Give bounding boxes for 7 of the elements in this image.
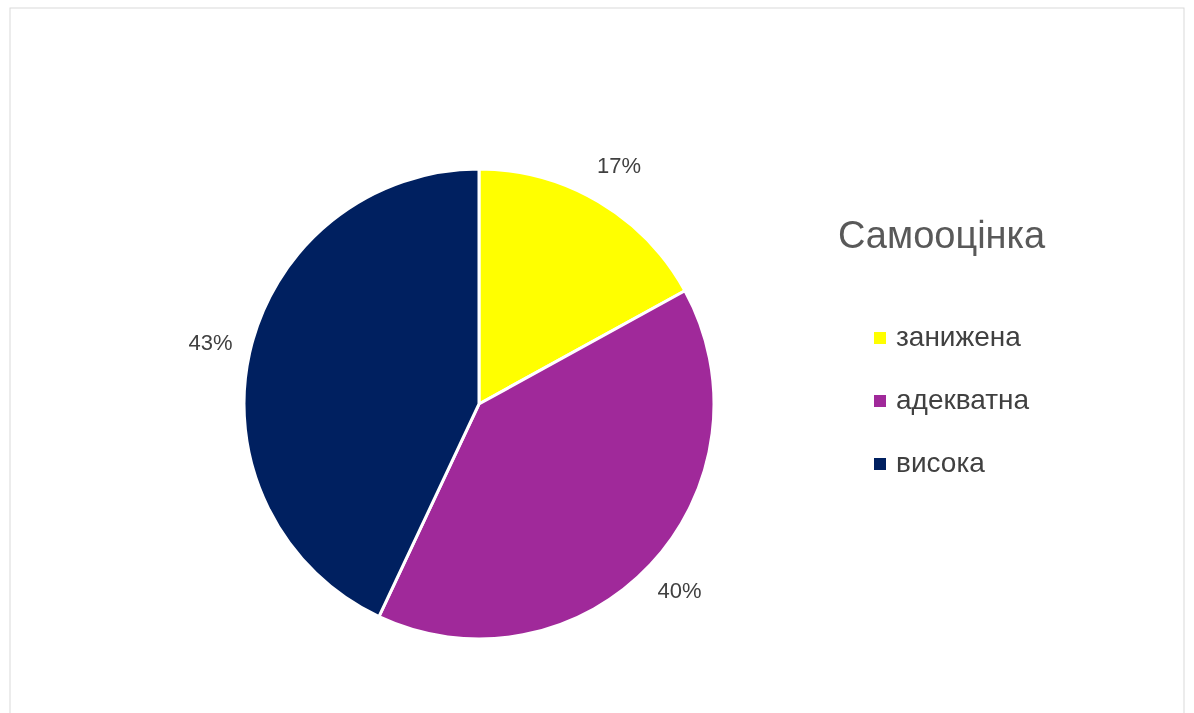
data-label: 43%: [188, 329, 233, 355]
legend-label: адекватна: [896, 384, 1030, 416]
legend-title: Самооцінка: [838, 214, 1047, 256]
data-label: 17%: [596, 153, 642, 179]
legend-label: занижена: [896, 321, 1022, 353]
data-label: 40%: [657, 578, 702, 604]
legend-label: висока: [896, 447, 986, 479]
